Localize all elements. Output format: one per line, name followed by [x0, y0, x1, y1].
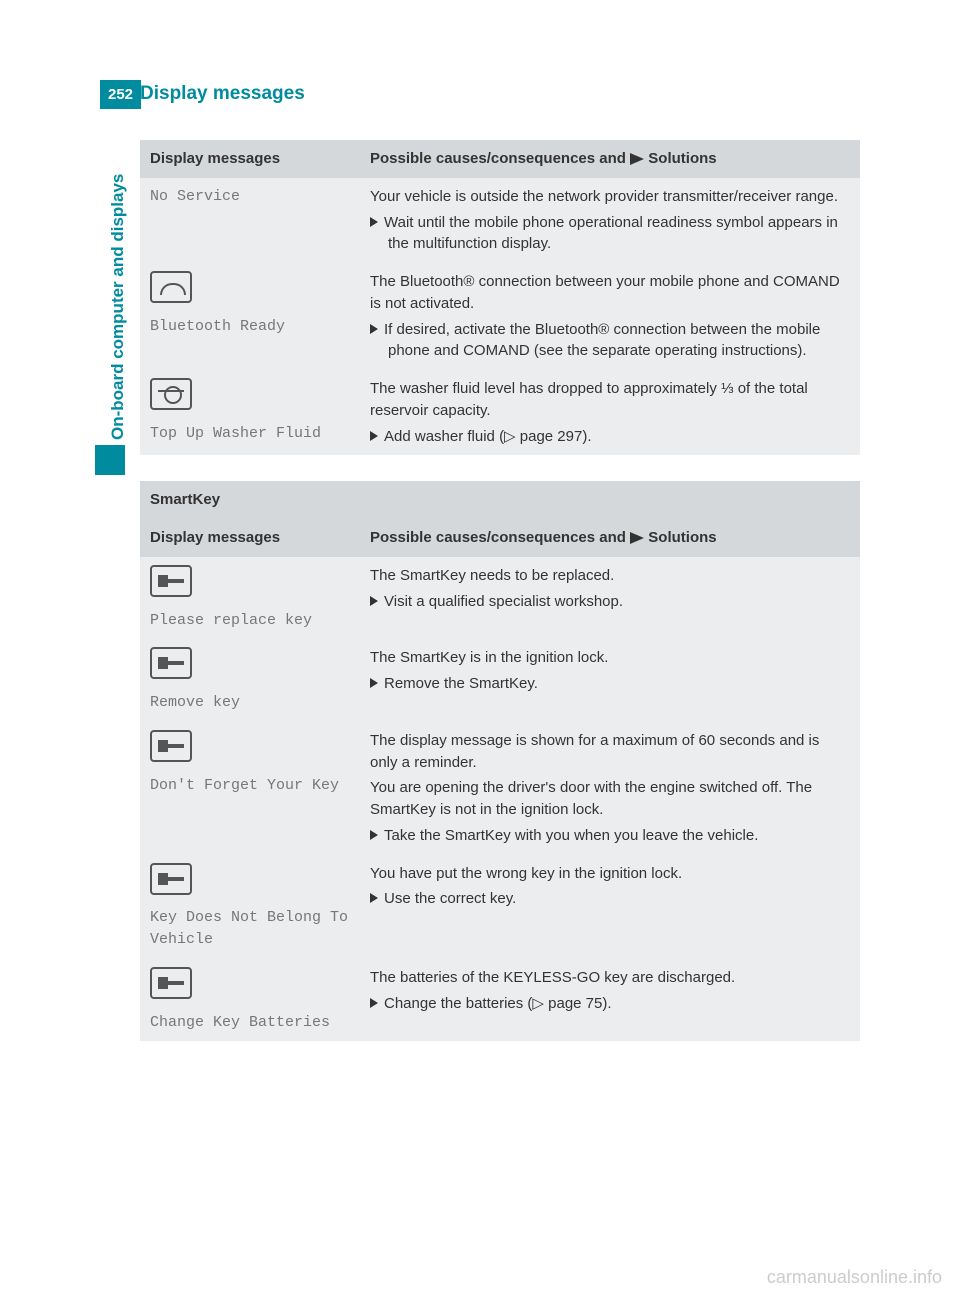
action-icon — [370, 596, 378, 606]
cause-text: The SmartKey needs to be replaced. — [370, 565, 850, 587]
washer-icon — [150, 378, 192, 410]
action-item: Take the SmartKey with you when you leav… — [370, 825, 850, 847]
message-text: Don't Forget Your Key — [150, 775, 350, 797]
message-text: No Service — [150, 186, 350, 208]
header-col1: Display messages — [140, 140, 360, 178]
cause-text: The Bluetooth® connection between your m… — [370, 271, 850, 315]
header-col2: Possible causes/consequences and Solutio… — [360, 519, 860, 557]
action-item: Use the correct key. — [370, 888, 850, 910]
action-icon — [370, 678, 378, 688]
table-row: Key Does Not Belong To Vehicle You have … — [140, 855, 860, 959]
side-tab — [95, 445, 125, 475]
cause-text: The washer fluid level has dropped to ap… — [370, 378, 850, 422]
table-row: No Service Your vehicle is outside the n… — [140, 178, 860, 263]
key-icon — [150, 565, 192, 597]
header-col1: Display messages — [140, 519, 360, 557]
action-icon — [370, 893, 378, 903]
table-header: Display messages Possible causes/consequ… — [140, 140, 860, 178]
section-header: SmartKey — [140, 481, 860, 519]
page-title: Display messages — [140, 83, 305, 105]
cause-text: The batteries of the KEYLESS-GO key are … — [370, 967, 850, 989]
action-item: Remove the SmartKey. — [370, 673, 850, 695]
action-icon — [370, 324, 378, 334]
message-text: Bluetooth Ready — [150, 316, 350, 338]
table-row: Top Up Washer Fluid The washer fluid lev… — [140, 370, 860, 455]
key-icon — [150, 863, 192, 895]
key-icon — [150, 647, 192, 679]
table-header: Display messages Possible causes/consequ… — [140, 519, 860, 557]
action-item: If desired, activate the Bluetooth® conn… — [370, 319, 850, 363]
key-icon — [150, 967, 192, 999]
watermark: carmanualsonline.info — [767, 1267, 942, 1288]
cause-text: Your vehicle is outside the network prov… — [370, 186, 850, 208]
section-title: SmartKey — [140, 481, 860, 519]
messages-table-2: SmartKey Display messages Possible cause… — [140, 481, 860, 1041]
cause-text: The SmartKey is in the ignition lock. — [370, 647, 850, 669]
header-col2: Possible causes/consequences and Solutio… — [360, 140, 860, 178]
table-row: Bluetooth Ready The Bluetooth® connectio… — [140, 263, 860, 370]
action-item: Add washer fluid (▷ page 297). — [370, 426, 850, 448]
messages-table-1: Display messages Possible causes/consequ… — [140, 140, 860, 455]
table-row: Remove key The SmartKey is in the igniti… — [140, 639, 860, 722]
message-text: Key Does Not Belong To Vehicle — [150, 907, 350, 951]
message-text: Top Up Washer Fluid — [150, 423, 350, 445]
action-icon — [370, 217, 378, 227]
page-number: 252 — [100, 80, 141, 109]
content-area: Display messages Possible causes/consequ… — [140, 140, 860, 1041]
solutions-icon — [630, 532, 644, 544]
cause-text: You have put the wrong key in the igniti… — [370, 863, 850, 885]
message-text: Remove key — [150, 692, 350, 714]
action-item: Visit a qualified specialist workshop. — [370, 591, 850, 613]
table-row: Change Key Batteries The batteries of th… — [140, 959, 860, 1042]
action-icon — [370, 998, 378, 1008]
table-row: Please replace key The SmartKey needs to… — [140, 557, 860, 640]
table-row: Don't Forget Your Key The display messag… — [140, 722, 860, 855]
action-icon — [370, 431, 378, 441]
cause-text: The display message is shown for a maxim… — [370, 730, 850, 774]
key-icon — [150, 730, 192, 762]
action-item: Wait until the mobile phone operational … — [370, 212, 850, 256]
message-text: Please replace key — [150, 610, 350, 632]
action-item: Change the batteries (▷ page 75). — [370, 993, 850, 1015]
phone-icon — [150, 271, 192, 303]
extra-text: You are opening the driver's door with t… — [370, 777, 850, 821]
solutions-icon — [630, 153, 644, 165]
side-label: On-board computer and displays — [108, 174, 128, 440]
action-icon — [370, 830, 378, 840]
message-text: Change Key Batteries — [150, 1012, 350, 1034]
